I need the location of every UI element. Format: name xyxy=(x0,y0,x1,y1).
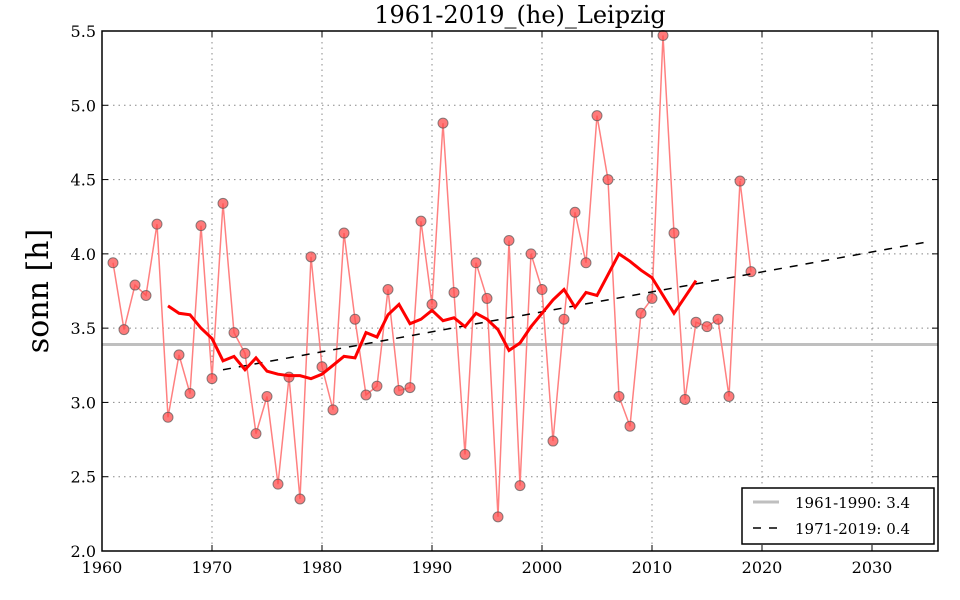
data-point xyxy=(426,298,438,310)
data-point xyxy=(239,347,251,359)
data-point xyxy=(382,284,394,296)
data-point xyxy=(294,493,306,505)
data-point xyxy=(734,175,746,187)
y-tick-label: 2.0 xyxy=(71,542,96,561)
moving-average-series xyxy=(167,251,698,381)
y-tick-label: 3.0 xyxy=(71,393,96,412)
legend-frame xyxy=(741,487,935,545)
data-point xyxy=(415,215,427,227)
x-tick-label: 2030 xyxy=(852,558,893,577)
data-point xyxy=(569,206,581,218)
y-axis: 2.0 2.5 3.0 3.5 4.0 4.5 5.0 5.5 xyxy=(71,22,938,561)
data-point xyxy=(217,197,229,209)
data-point xyxy=(514,480,526,492)
data-point xyxy=(349,313,361,325)
data-point xyxy=(261,390,273,402)
moving-average-line xyxy=(167,251,698,381)
chart-title: 1961-2019_(he)_Leipzig xyxy=(374,1,666,29)
data-point xyxy=(173,349,185,361)
x-tick-label: 1990 xyxy=(412,558,453,577)
y-tick-label: 3.5 xyxy=(71,319,96,338)
data-point xyxy=(602,174,614,186)
x-tick-label: 2000 xyxy=(522,558,563,577)
data-point xyxy=(272,478,284,490)
data-point xyxy=(492,511,504,523)
x-tick-label: 1970 xyxy=(192,558,233,577)
data-point xyxy=(250,428,262,440)
data-point xyxy=(459,448,471,460)
y-tick-label: 5.0 xyxy=(71,96,96,115)
legend-trend-label: 1971-2019: 0.4 xyxy=(795,520,910,538)
data-point xyxy=(668,227,680,239)
legend-baseline-label: 1961-1990: 3.4 xyxy=(795,494,910,512)
data-point xyxy=(613,390,625,402)
x-tick-label: 2020 xyxy=(742,558,783,577)
data-point xyxy=(305,251,317,263)
data-point xyxy=(558,313,570,325)
y-tick-label: 4.5 xyxy=(71,171,96,190)
data-point xyxy=(536,284,548,296)
data-point xyxy=(481,292,493,304)
annual-series xyxy=(107,29,757,523)
data-point xyxy=(580,257,592,269)
data-point xyxy=(701,321,713,333)
plot-frame xyxy=(101,30,939,552)
data-point xyxy=(404,382,416,394)
data-point xyxy=(316,361,328,373)
data-point xyxy=(206,373,218,385)
data-point xyxy=(646,292,658,304)
data-point xyxy=(140,289,152,301)
data-point xyxy=(393,385,405,397)
x-tick-label: 1960 xyxy=(82,558,123,577)
x-tick-label: 2010 xyxy=(632,558,673,577)
data-point xyxy=(437,117,449,129)
y-tick-label: 4.0 xyxy=(71,245,96,264)
data-point xyxy=(470,257,482,269)
data-point xyxy=(371,380,383,392)
data-point xyxy=(129,279,141,291)
data-point xyxy=(547,435,559,447)
data-point xyxy=(690,316,702,328)
data-point xyxy=(151,218,163,230)
data-point xyxy=(723,390,735,402)
data-point xyxy=(338,227,350,239)
data-point xyxy=(118,324,130,336)
data-point xyxy=(162,411,174,423)
legend: 1961-1990: 3.4 1971-2019: 0.4 xyxy=(741,487,935,545)
data-point xyxy=(525,248,537,260)
data-point xyxy=(591,110,603,122)
data-point xyxy=(657,29,669,41)
y-tick-label: 2.5 xyxy=(71,468,96,487)
x-tick-label: 1980 xyxy=(302,558,343,577)
data-point xyxy=(448,286,460,298)
data-point xyxy=(228,327,240,339)
data-point xyxy=(635,307,647,319)
data-point xyxy=(184,388,196,400)
y-tick-label: 5.5 xyxy=(71,22,96,41)
data-point xyxy=(679,393,691,405)
data-point xyxy=(624,420,636,432)
data-point xyxy=(195,220,207,232)
data-point xyxy=(360,389,372,401)
data-point xyxy=(327,404,339,416)
y-axis-label: sonn [h] xyxy=(21,229,56,353)
x-axis: 1960 1970 1980 1990 2000 2010 2020 2030 xyxy=(82,31,893,577)
data-point xyxy=(107,257,119,269)
data-point xyxy=(712,313,724,325)
data-point xyxy=(503,234,515,246)
